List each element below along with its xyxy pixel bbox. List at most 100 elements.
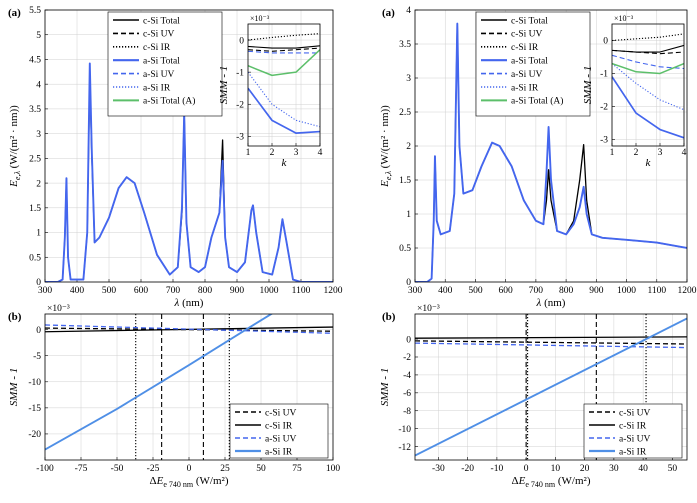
inset_left-chart: 1 2 3 4 0 -1 -2 -3 ×10⁻³ k SMM - 1 xyxy=(218,14,323,169)
series-line-a-si-ir xyxy=(248,71,320,128)
x-tick-label: 900 xyxy=(230,286,245,296)
x-tick-label: 700 xyxy=(529,286,544,296)
x-label-subscript: e 740 nm xyxy=(525,480,556,489)
y-label-subscript: e,λ xyxy=(13,171,22,181)
axes-frame xyxy=(44,9,334,283)
y-tick-label: 1 xyxy=(406,210,411,220)
legend-entry: c-Si IR xyxy=(265,421,293,431)
y-tick-label: -10 xyxy=(398,425,411,435)
y-axis-label: SMM - 1 xyxy=(582,66,594,105)
legend-box xyxy=(475,11,591,117)
bottom_left-plot-area xyxy=(45,314,333,460)
legend-entry: c-Si IR xyxy=(619,421,647,431)
axis-multiplier: ×10⁻³ xyxy=(250,14,270,23)
axis-multiplier: ×10⁻³ xyxy=(614,14,634,23)
series-line-c-si-ir xyxy=(415,336,687,339)
legend-entry: a-Si Total xyxy=(143,57,180,67)
x-label-prefix: Δ xyxy=(150,475,157,487)
legend-entry: a-Si UV xyxy=(265,434,297,444)
axes-frame xyxy=(414,9,688,283)
legend-entry: c-Si UV xyxy=(511,30,543,40)
x-tick-label: 40 xyxy=(638,464,648,474)
legend-entry: c-Si IR xyxy=(143,43,171,53)
x-tick-label: 1000 xyxy=(617,286,636,296)
y-tick-label: 2 xyxy=(406,142,411,152)
x-label-symbol: λ xyxy=(174,297,180,309)
x-tick-label: 900 xyxy=(589,286,604,296)
y-tick-label: -2 xyxy=(236,100,244,110)
y-tick-label: 0.5 xyxy=(399,244,411,254)
y-tick-label: -15 xyxy=(28,404,41,414)
legend-entry: a-Si IR xyxy=(511,83,539,93)
top_right-plot-area xyxy=(415,22,687,282)
series-line-a-si-uv xyxy=(248,50,320,54)
y-tick-label: 4 xyxy=(406,6,411,16)
legend-entry: a-Si IR xyxy=(265,447,293,457)
x-tick-label: 30 xyxy=(609,464,619,474)
x-label-unit: (W/m²) xyxy=(193,475,229,487)
x-tick-label: -25 xyxy=(147,464,160,474)
y-tick-label: -10 xyxy=(28,378,41,388)
x-tick-label: -50 xyxy=(111,464,124,474)
legend-entry: c-Si UV xyxy=(619,408,651,418)
x-tick-label: 500 xyxy=(102,286,117,296)
x-label-subscript: e 740 nm xyxy=(163,480,194,489)
y-axis-label: Ee,λ (W/(m² · nm)) xyxy=(379,105,393,188)
x-tick-label: 3 xyxy=(294,148,299,158)
series-line-a-si-total-a xyxy=(248,49,320,77)
y-tick-label: -5 xyxy=(33,352,41,362)
x-label-unit: (nm) xyxy=(179,297,203,309)
x-tick-label: 0 xyxy=(524,464,529,474)
x-tick-label: 800 xyxy=(559,286,574,296)
series-line-c-si-total xyxy=(248,45,320,49)
x-tick-label: 75 xyxy=(292,464,302,474)
series-line-c-si-ir xyxy=(612,33,684,42)
x-label-prefix: Δ xyxy=(512,475,519,487)
axes-frame xyxy=(44,313,334,461)
x-tick-label: 400 xyxy=(70,286,85,296)
x-tick-label: 1 xyxy=(246,148,251,158)
series-line-a-si-total xyxy=(248,87,320,135)
bottom_right-chart: -30 -20 -10 0 10 20 30 40 50 0 -2 -4 -6 -8 -10 -12 (b) ×1… xyxy=(379,304,688,489)
y-tick-label: -20 xyxy=(28,430,41,440)
inset_right-plot-area xyxy=(612,33,684,139)
y-tick-label: 0 xyxy=(36,326,41,336)
legend-entry: a-Si UV xyxy=(619,434,651,444)
axes-frame xyxy=(247,23,321,147)
axes-frame xyxy=(414,313,688,461)
y-tick-label: -6 xyxy=(403,389,411,399)
x-tick-label: 400 xyxy=(438,286,453,296)
y-tick-label: -1 xyxy=(236,68,244,78)
series-line-a-si-uv xyxy=(612,54,684,70)
y-tick-label: -2 xyxy=(600,103,608,113)
x-tick-label: 10 xyxy=(551,464,561,474)
y-tick-label: 5 xyxy=(36,31,41,41)
y-tick-label: 0 xyxy=(406,335,411,345)
axis-multiplier: ×10⁻³ xyxy=(47,304,70,314)
panel-label: (a) xyxy=(8,7,21,19)
series-line-a-si-total xyxy=(612,76,684,139)
y-axis-label: SMM - 1 xyxy=(379,368,391,407)
y-tick-label: 0 xyxy=(36,278,41,288)
y-tick-label: 5.5 xyxy=(29,6,41,16)
axis-multiplier: ×10⁻³ xyxy=(417,304,440,314)
legend-box xyxy=(583,403,683,459)
axes-frame xyxy=(611,23,685,147)
legend-entry: c-Si UV xyxy=(265,408,297,418)
x-tick-label: -10 xyxy=(491,464,504,474)
legend-entry: c-Si Total xyxy=(511,16,548,26)
x-tick-label: 1000 xyxy=(260,286,279,296)
legend-entry: c-Si UV xyxy=(143,30,175,40)
bottom_left-legend: c-Si UV c-Si IR a-Si UV a-Si IR xyxy=(229,403,329,459)
series-line-c-si-ir xyxy=(248,33,320,41)
x-tick-label: 1 xyxy=(610,148,615,158)
x-tick-label: 500 xyxy=(468,286,483,296)
x-tick-label: 50 xyxy=(256,464,266,474)
y-tick-label: 1.5 xyxy=(29,204,41,214)
series-line-c-si-uv xyxy=(248,47,320,52)
y-tick-label: 0 xyxy=(406,278,411,288)
y-tick-label: 4.5 xyxy=(29,56,41,66)
series-line-a-si-total xyxy=(415,22,687,282)
series-line-c-si-uv xyxy=(612,49,684,55)
